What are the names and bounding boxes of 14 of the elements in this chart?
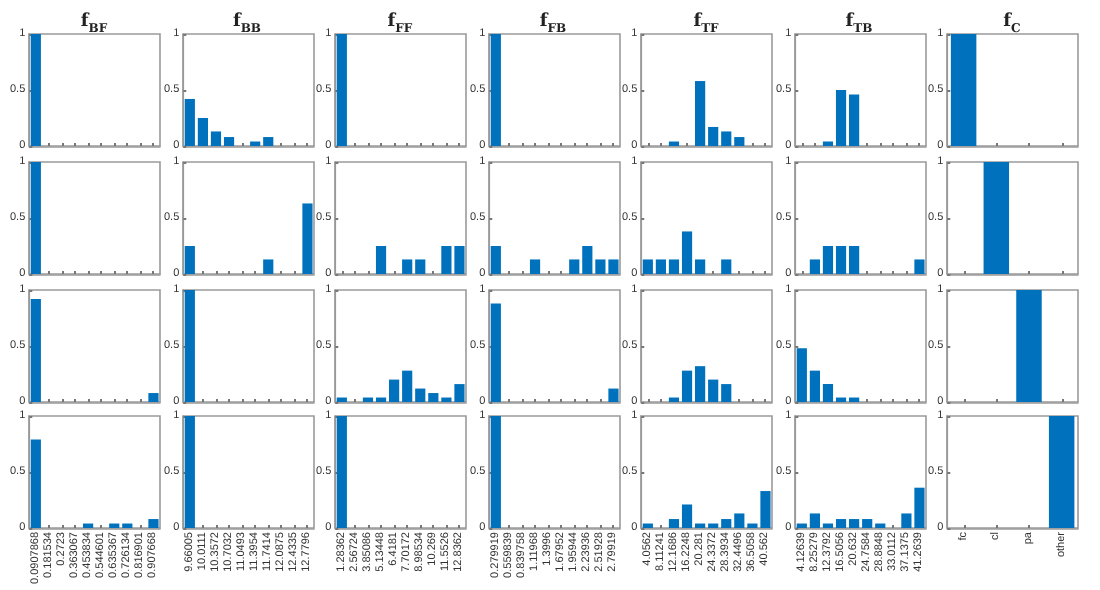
bar (30, 439, 41, 528)
bar (301, 203, 312, 274)
bar (148, 519, 159, 528)
chart-title: f$_{TB}$ (843, 12, 875, 40)
bar (262, 259, 273, 274)
chart-title: f$_{TF}$ (691, 12, 721, 40)
chart-title: f$_{BF}$ (78, 12, 110, 40)
chart-title: f$_{FF}$ (385, 12, 415, 40)
chart-title: f$_{BB}$ (230, 12, 264, 40)
bar (183, 246, 194, 274)
bar (795, 348, 806, 402)
bar (183, 98, 194, 146)
chart-title: f$_{FB}$ (537, 12, 569, 40)
chart-title: f$_{C}$ (1001, 12, 1023, 40)
